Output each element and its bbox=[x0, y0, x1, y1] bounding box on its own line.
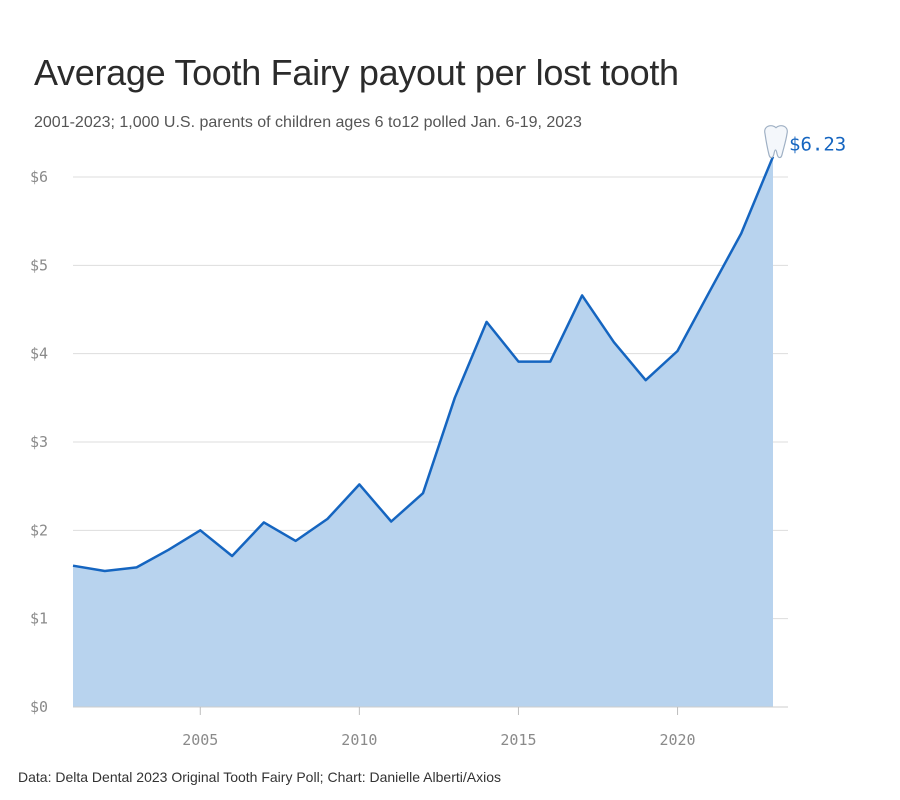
data-point bbox=[485, 320, 489, 324]
data-point bbox=[135, 565, 139, 569]
x-tick-label: 2010 bbox=[341, 731, 377, 749]
data-point bbox=[166, 548, 170, 552]
y-tick-label: $6 bbox=[30, 168, 48, 186]
x-tick-label: 2015 bbox=[500, 731, 536, 749]
y-tick-label: $0 bbox=[30, 698, 48, 716]
data-point bbox=[707, 290, 711, 294]
data-point bbox=[71, 564, 75, 568]
data-point bbox=[389, 520, 393, 524]
chart-title: Average Tooth Fairy payout per lost toot… bbox=[34, 52, 679, 93]
data-point bbox=[357, 482, 361, 486]
y-tick-label: $5 bbox=[30, 256, 48, 274]
data-point bbox=[198, 528, 202, 532]
data-point bbox=[548, 360, 552, 364]
y-tick-label: $2 bbox=[30, 521, 48, 539]
data-point bbox=[326, 517, 330, 521]
data-point bbox=[580, 293, 584, 297]
data-point bbox=[676, 349, 680, 353]
data-point bbox=[739, 232, 743, 236]
source-note: Data: Delta Dental 2023 Original Tooth F… bbox=[18, 769, 501, 785]
x-tick-label: 2020 bbox=[659, 731, 695, 749]
x-tick-label: 2005 bbox=[182, 731, 218, 749]
y-tick-label: $1 bbox=[30, 610, 48, 628]
y-tick-label: $3 bbox=[30, 433, 48, 451]
end-value-label: $6.23 bbox=[789, 134, 846, 156]
end-annotation: $6.23 bbox=[764, 125, 846, 159]
area-fill bbox=[73, 156, 773, 707]
data-point bbox=[516, 360, 520, 364]
data-point bbox=[294, 539, 298, 543]
data-point bbox=[612, 340, 616, 344]
series-line bbox=[72, 156, 775, 573]
data-point bbox=[644, 378, 648, 382]
tooth-icon bbox=[764, 125, 788, 159]
y-tick-label: $4 bbox=[30, 345, 48, 363]
data-point bbox=[421, 491, 425, 495]
data-point bbox=[262, 520, 266, 524]
data-point bbox=[453, 396, 457, 400]
data-point bbox=[230, 554, 234, 558]
axes: $0 $1 $2 $3 $4 $5 $6 2005 2010 2015 2020 bbox=[30, 168, 788, 749]
data-point bbox=[103, 569, 107, 573]
chart-subtitle: 2001-2023; 1,000 U.S. parents of childre… bbox=[34, 114, 582, 131]
